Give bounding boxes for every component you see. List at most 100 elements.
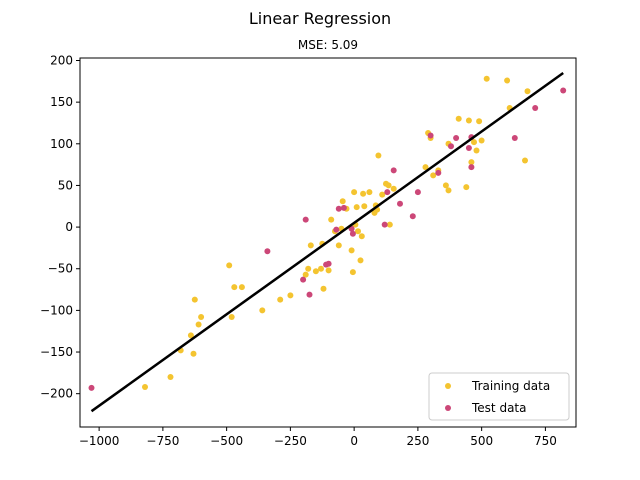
- y-tick-label: −100: [40, 303, 73, 317]
- data-point: [511, 135, 518, 141]
- data-point: [442, 182, 449, 189]
- data-point: [335, 242, 342, 249]
- data-point: [465, 145, 472, 151]
- chart-title: Linear Regression: [249, 9, 391, 28]
- data-point: [226, 262, 233, 269]
- data-point: [349, 269, 356, 276]
- data-point: [198, 314, 205, 320]
- data-point: [355, 228, 361, 235]
- data-point: [259, 307, 266, 314]
- data-point: [351, 189, 358, 196]
- data-point: [238, 284, 245, 291]
- data-point: [302, 216, 309, 223]
- data-point: [532, 105, 539, 111]
- data-point: [358, 233, 365, 240]
- y-tick-label: 150: [50, 95, 73, 109]
- data-point: [455, 115, 462, 122]
- data-point: [335, 205, 342, 212]
- data-point: [390, 185, 397, 192]
- data-point: [167, 374, 174, 380]
- y-tick-label: −150: [40, 345, 73, 359]
- data-point: [427, 132, 434, 139]
- data-point: [463, 184, 470, 191]
- data-point: [522, 157, 528, 164]
- data-point: [340, 204, 347, 211]
- x-tick-label: 500: [470, 434, 493, 448]
- data-point: [328, 216, 335, 223]
- data-point: [375, 152, 382, 159]
- data-point: [471, 139, 477, 146]
- x-tick-label: −750: [146, 434, 179, 448]
- data-point: [190, 350, 197, 357]
- data-point: [473, 147, 480, 154]
- data-point: [357, 257, 364, 264]
- data-point: [430, 172, 437, 179]
- data-point: [468, 164, 475, 171]
- regression-line: [90, 71, 564, 413]
- data-point: [349, 230, 356, 237]
- data-point: [397, 200, 403, 207]
- data-point: [88, 384, 95, 391]
- legend-frame: [428, 372, 570, 421]
- data-point: [306, 291, 313, 298]
- data-point: [320, 285, 327, 292]
- data-point: [524, 88, 531, 95]
- x-tick-label: −500: [210, 434, 243, 448]
- data-point: [361, 203, 368, 210]
- legend-label-test: Test data: [471, 401, 526, 415]
- data-point: [504, 77, 511, 84]
- data-point: [360, 190, 367, 197]
- data-point: [445, 187, 452, 194]
- legend: Training data Test data: [428, 372, 570, 421]
- data-point: [339, 198, 346, 205]
- data-point: [381, 221, 388, 228]
- data-point: [231, 284, 238, 291]
- y-tick-label: −200: [40, 387, 73, 401]
- plot-frame: [79, 57, 577, 428]
- data-point: [325, 260, 332, 267]
- x-tick-label: 250: [406, 434, 429, 448]
- data-point: [409, 213, 416, 220]
- data-point: [384, 189, 391, 196]
- data-point: [187, 332, 194, 339]
- y-tick-label: −50: [48, 262, 73, 276]
- data-point: [478, 137, 485, 144]
- data-point: [305, 265, 312, 272]
- data-point: [228, 314, 235, 320]
- data-point: [300, 276, 307, 283]
- data-point: [348, 247, 355, 254]
- data-point: [318, 265, 324, 272]
- data-point: [264, 248, 271, 255]
- data-point: [386, 221, 393, 228]
- x-tick-label: −250: [274, 434, 307, 448]
- data-point: [353, 204, 360, 211]
- data-point: [302, 271, 309, 278]
- data-point: [287, 292, 294, 299]
- data-point: [277, 296, 284, 303]
- data-point: [453, 135, 460, 141]
- legend-marker-training: [445, 383, 451, 389]
- legend-label-training: Training data: [471, 379, 550, 393]
- x-tick-label: 0: [350, 434, 358, 448]
- data-point: [325, 267, 332, 274]
- legend-marker-test: [445, 405, 451, 411]
- data-point: [414, 189, 421, 196]
- x-tick-label: 750: [534, 434, 557, 448]
- plot-area: [88, 71, 567, 413]
- data-point: [560, 87, 567, 94]
- axes: −1000 −750 −500 −250 0 250 500 750−200−150−100−…: [40, 53, 577, 448]
- data-point: [448, 143, 454, 150]
- data-point: [483, 75, 490, 82]
- data-point: [191, 296, 198, 303]
- data-point: [333, 226, 340, 233]
- y-tick-label: 50: [58, 178, 73, 192]
- data-point: [385, 182, 392, 189]
- chart-subtitle: MSE: 5.09: [298, 38, 358, 52]
- data-point: [465, 117, 472, 124]
- data-point: [379, 191, 386, 198]
- y-tick-label: 200: [50, 53, 73, 67]
- data-point: [312, 268, 319, 275]
- data-point: [142, 384, 148, 390]
- data-point: [435, 169, 442, 176]
